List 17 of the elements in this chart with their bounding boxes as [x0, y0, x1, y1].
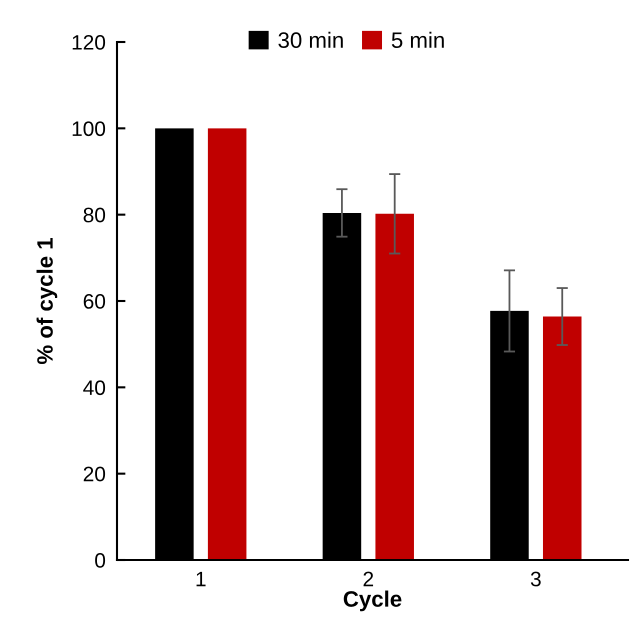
- y-tick-label: 20: [84, 466, 106, 482]
- bar: [375, 214, 414, 560]
- legend-label: 30 min: [278, 32, 343, 48]
- y-tick-label: 80: [84, 208, 106, 222]
- x-tick-label: 3: [530, 572, 541, 586]
- y-tick-label: 0: [95, 553, 106, 568]
- y-tick-label: 40: [83, 380, 106, 396]
- x-tick-label: 1: [196, 572, 206, 586]
- y-tick-label: 60: [84, 294, 106, 309]
- bar: [208, 128, 246, 560]
- y-axis-title: % of cycle 1: [36, 238, 58, 364]
- bar: [542, 316, 582, 560]
- legend-label: 5 min: [392, 32, 444, 48]
- y-tick-label: 120: [72, 35, 106, 50]
- x-tick-label: 2: [364, 572, 374, 586]
- y-tick-label: 100: [72, 121, 106, 136]
- x-axis-title: Cycle: [344, 590, 402, 612]
